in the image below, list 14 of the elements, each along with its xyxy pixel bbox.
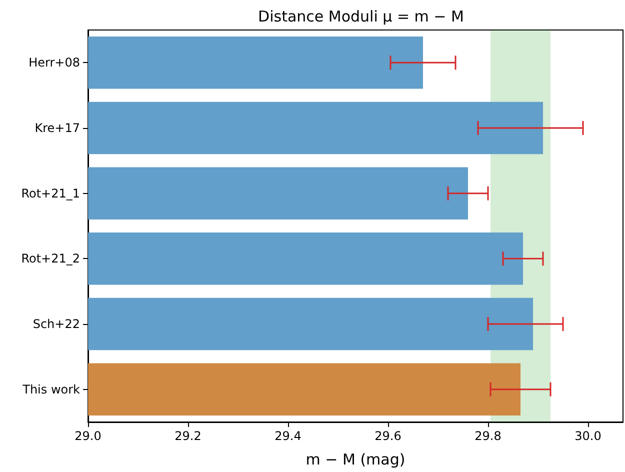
y-tick-label: Rot+21_1 [21,186,80,200]
y-tick-label: Kre+17 [34,121,80,135]
x-tick-label: 29.2 [174,429,202,443]
chart-title: Distance Moduli μ = m − M [258,8,464,26]
x-tick-label: 29.0 [74,429,102,443]
x-tick-label: 29.4 [274,429,302,443]
x-tick-label: 30.0 [574,429,602,443]
y-tick-label: Sch+22 [32,317,80,331]
y-tick-label: Herr+08 [28,56,80,70]
y-tick-label: Rot+21_2 [21,252,80,266]
x-axis-title: m − M (mag) [306,450,406,468]
y-tick-label: This work [22,382,80,396]
x-tick-label: 29.6 [374,429,402,443]
x-tick-label: 29.8 [474,429,502,443]
